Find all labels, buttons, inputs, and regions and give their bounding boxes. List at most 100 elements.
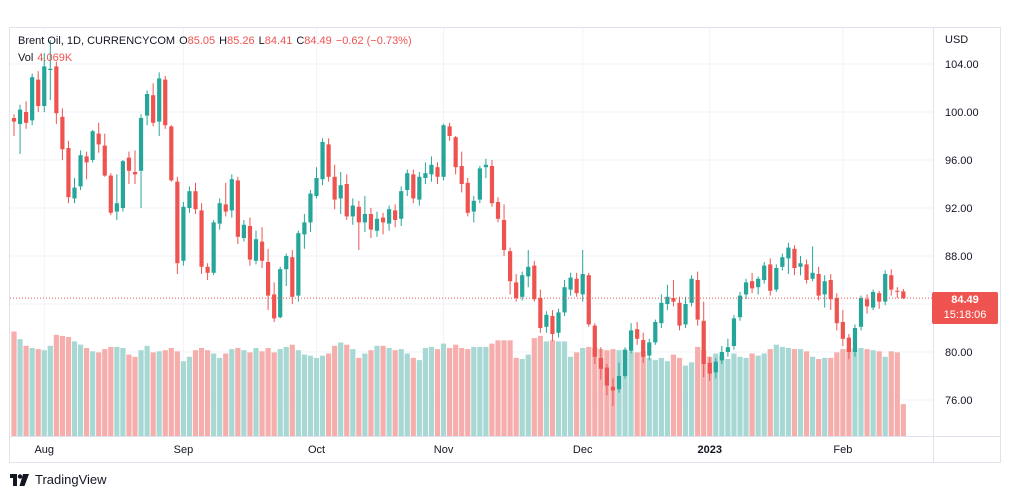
candle (411, 169, 416, 204)
candle (199, 203, 204, 274)
volume-bar (652, 360, 658, 436)
volume-bar (289, 344, 295, 436)
candle (877, 290, 882, 309)
candle-body (17, 109, 23, 124)
candle-body (296, 233, 301, 296)
volume-bar (71, 341, 78, 436)
volume-bar (483, 346, 489, 436)
volume-bar (870, 350, 876, 436)
volume-bar (271, 352, 277, 436)
candle (399, 186, 404, 226)
volume-bar (307, 355, 314, 436)
volume-bar (174, 351, 180, 436)
volume-bar (277, 349, 283, 436)
volume-bar (549, 340, 556, 436)
volume-bar (338, 342, 344, 436)
candle-body (768, 264, 773, 291)
volume-bar (17, 339, 23, 436)
candle (562, 280, 567, 316)
candle-body (11, 118, 17, 122)
currency-label[interactable]: USD (945, 34, 969, 46)
volume-bar (719, 355, 725, 436)
volume-bar (592, 348, 598, 436)
volume-bar (743, 357, 749, 436)
volume-bar (198, 348, 205, 436)
candle (102, 133, 107, 177)
legend-open-label: O (179, 35, 188, 47)
brand-name: TradingView (35, 472, 107, 487)
candle-body (387, 209, 392, 224)
candle (429, 156, 434, 182)
volume-bar (422, 348, 428, 436)
candle (647, 338, 652, 361)
candle-body (647, 342, 652, 356)
volume-bar (65, 337, 72, 436)
candle-body (187, 191, 192, 208)
y-tick-label: 100.00 (945, 107, 979, 119)
volume-bar (265, 348, 271, 436)
candle-body (889, 275, 894, 290)
candle-body (731, 318, 737, 346)
x-tick-label: Dec (573, 444, 593, 456)
candle (864, 294, 870, 314)
candle-body (126, 157, 132, 171)
volume-bar (810, 356, 816, 436)
candle-body (635, 329, 640, 339)
candle (477, 166, 482, 204)
legend-volume-label: Vol (18, 52, 34, 64)
candle (84, 151, 89, 180)
candle (447, 122, 452, 141)
candle-body (332, 176, 337, 200)
volume-bar (186, 356, 193, 436)
candle (259, 227, 265, 268)
legend-ohlc: Brent Oil, 1D, CURRENCYCOM O85.05 H85.26 L8… (18, 35, 416, 47)
candle-body (750, 281, 755, 289)
candle (501, 204, 507, 256)
volume-bar (283, 346, 289, 436)
volume-bar (211, 353, 217, 436)
candle-body (405, 173, 410, 190)
candle (132, 150, 138, 184)
candle-body (840, 322, 845, 339)
volume-bar (386, 348, 392, 436)
candle-body (592, 325, 597, 357)
candle (90, 130, 95, 163)
candle-body (792, 248, 797, 268)
candle-body (241, 224, 246, 238)
candle (435, 162, 440, 184)
candle-body (629, 330, 634, 351)
volume-bar (428, 346, 435, 436)
candle-body (205, 266, 210, 273)
legend-close-label: C (296, 35, 305, 47)
volume-bar (23, 345, 29, 436)
candle-body (320, 142, 325, 180)
candle-body (429, 164, 434, 175)
candle (465, 178, 470, 217)
volume-bar (822, 357, 828, 436)
candle (677, 296, 682, 331)
candle (871, 289, 876, 310)
volume-bar (646, 357, 652, 436)
volume-bar (689, 362, 695, 436)
candle-body (30, 77, 35, 121)
candle-body (441, 125, 446, 177)
volume-bar (525, 354, 531, 436)
tradingview-brand[interactable]: TradingView (10, 472, 107, 487)
candle (423, 162, 428, 184)
legend-volume-value: 4.069K (37, 52, 73, 64)
candle-body (326, 144, 331, 177)
candle-body (114, 203, 119, 212)
volume-bar (797, 349, 804, 436)
candle-body (707, 362, 712, 374)
volume-bar (241, 350, 247, 436)
candle (247, 217, 253, 266)
candle-body (822, 281, 827, 295)
volume-bar (586, 346, 592, 436)
volume-bar (501, 340, 507, 436)
candle-body (138, 118, 144, 171)
candle (780, 253, 785, 271)
candle-body (157, 78, 162, 122)
candle (641, 332, 646, 363)
candle-body (598, 358, 603, 369)
